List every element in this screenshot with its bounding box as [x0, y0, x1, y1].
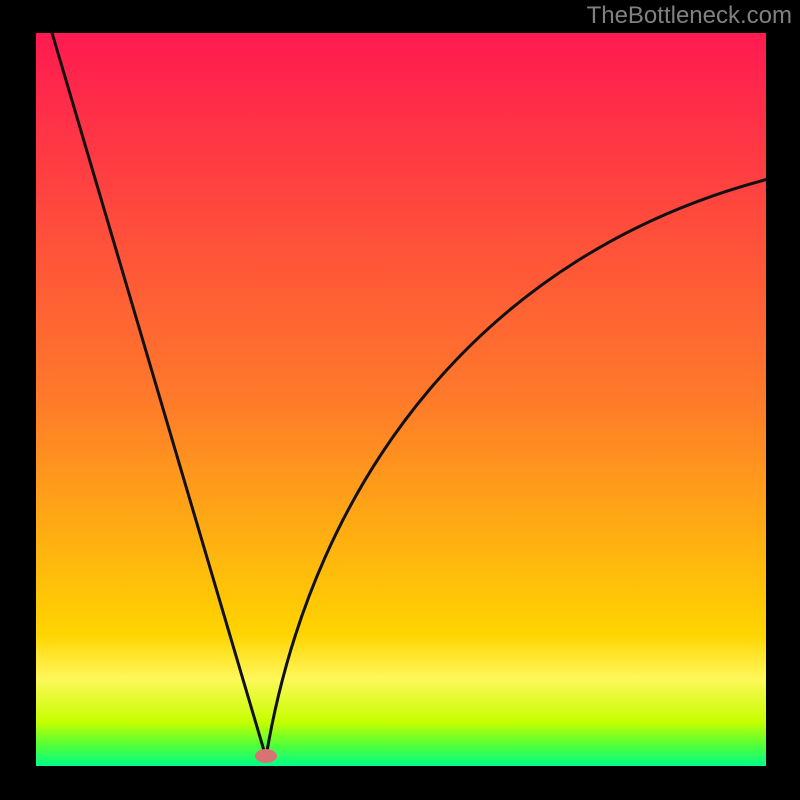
chart-container: TheBottleneck.com — [0, 0, 800, 800]
curve-layer — [0, 0, 800, 800]
bottleneck-curve — [52, 33, 766, 757]
optimum-marker — [255, 749, 277, 763]
